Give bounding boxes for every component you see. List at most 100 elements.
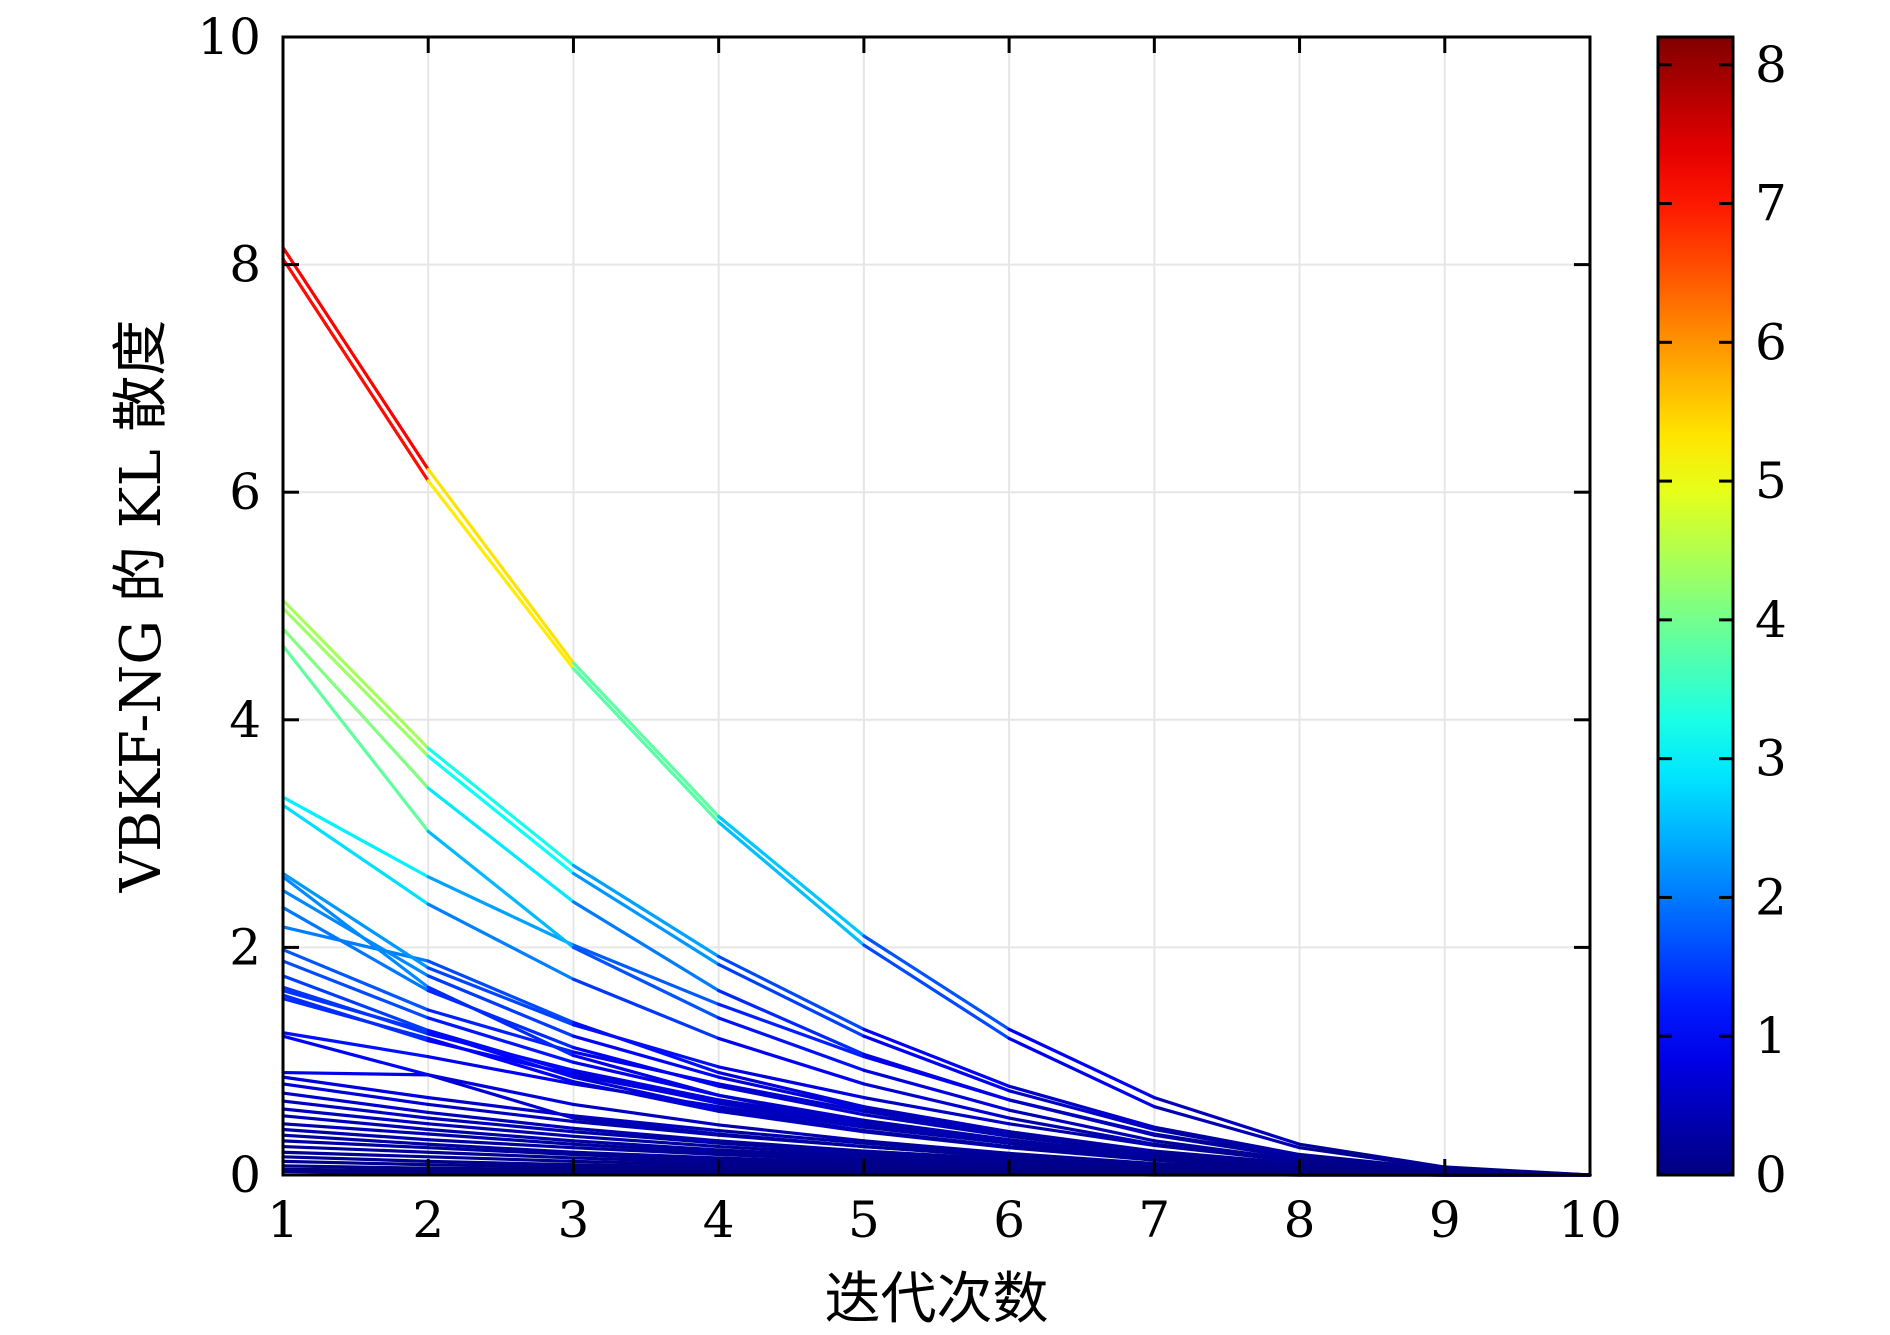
series-segment xyxy=(717,1123,866,1143)
colorbar-tick-label: 1 xyxy=(1755,1007,1787,1065)
series-segment xyxy=(717,954,866,1031)
x-tick-label: 6 xyxy=(993,1191,1025,1249)
series-segment xyxy=(862,1082,1011,1120)
x-tick-label: 1 xyxy=(267,1191,299,1249)
axis-ticks xyxy=(281,35,1592,1177)
series-segment xyxy=(426,1163,576,1169)
series-segment xyxy=(571,1053,721,1097)
series-segment xyxy=(1007,1141,1156,1160)
colorbar-tick-label: 3 xyxy=(1755,730,1787,788)
series-segment xyxy=(717,1075,866,1111)
series-segment xyxy=(426,966,576,1027)
colorbar-tick-label: 2 xyxy=(1755,868,1787,926)
series-segment xyxy=(281,1127,430,1142)
series-segment xyxy=(281,905,430,993)
x-axis-title: 迭代次数 xyxy=(825,1267,1049,1330)
x-tick-label: 3 xyxy=(558,1191,590,1249)
series-segment xyxy=(426,1142,576,1154)
series-segment xyxy=(717,1132,866,1149)
series-segment xyxy=(281,1169,430,1175)
series-segment xyxy=(426,1073,576,1120)
series-segment xyxy=(862,934,1011,1031)
series-segment xyxy=(426,1166,576,1171)
y-tick-label: 2 xyxy=(229,918,261,976)
series-segment xyxy=(1152,1149,1302,1166)
series-segment xyxy=(862,1139,1011,1155)
series-segment xyxy=(426,1132,576,1146)
series-segment xyxy=(717,1093,866,1126)
series-segment xyxy=(426,467,576,665)
series-segment xyxy=(1152,1125,1302,1157)
series-segment xyxy=(1007,1151,1156,1166)
series-segment xyxy=(862,1129,1011,1149)
series-segment xyxy=(281,1167,430,1173)
series-segment xyxy=(862,943,1011,1041)
series-segment xyxy=(717,1082,866,1113)
series-segment xyxy=(717,1148,866,1159)
series-segment xyxy=(281,803,430,906)
series-segment xyxy=(717,989,866,1056)
series-segment xyxy=(571,1142,721,1154)
series-segment xyxy=(571,1156,721,1165)
x-tick-label: 2 xyxy=(412,1191,444,1249)
series-segment xyxy=(571,1114,721,1133)
series-segment xyxy=(717,820,866,947)
series-segment xyxy=(1297,1152,1447,1171)
series-segment xyxy=(717,1107,866,1133)
series-segment xyxy=(862,1155,1011,1166)
y-tick-label: 10 xyxy=(197,8,261,66)
series-segment xyxy=(426,1159,576,1167)
series-segment xyxy=(426,829,576,950)
x-tick-label: 9 xyxy=(1429,1191,1461,1249)
series-segment xyxy=(426,1146,576,1157)
series-segment xyxy=(1007,1134,1156,1155)
series-line xyxy=(281,245,1592,1177)
series-line xyxy=(281,598,1592,1177)
colorbar-tick-labels: 0 1 2 3 4 5 6 7 8 xyxy=(1755,36,1787,1204)
series-segment xyxy=(862,1113,1011,1138)
series-segment xyxy=(426,754,576,876)
series-segment xyxy=(281,1034,430,1077)
series-segment xyxy=(1007,1089,1156,1132)
series-segment xyxy=(717,1139,866,1153)
series-segment xyxy=(571,945,721,1020)
series-segment xyxy=(1297,1142,1447,1169)
series-segment xyxy=(281,1144,430,1154)
series-segment xyxy=(717,1016,866,1072)
x-tick-label: 7 xyxy=(1138,1191,1170,1249)
series-segment xyxy=(426,959,576,1025)
series-segment xyxy=(571,1146,721,1157)
colorbar xyxy=(1656,35,1735,1177)
series-segment xyxy=(281,1107,430,1126)
series-segment xyxy=(717,1158,866,1167)
x-tick-label: 8 xyxy=(1284,1191,1316,1249)
series-segment xyxy=(1297,1165,1447,1175)
series-segment xyxy=(571,1126,721,1143)
series-segment xyxy=(426,786,576,904)
series-segment xyxy=(426,1116,576,1134)
colorbar-tick-label: 4 xyxy=(1755,591,1787,649)
series-segment xyxy=(717,1150,866,1161)
y-tick-label: 4 xyxy=(229,691,261,749)
series-segment xyxy=(281,598,430,750)
series-segment xyxy=(426,985,576,1058)
series-segment xyxy=(281,1031,430,1059)
series-segment xyxy=(717,1002,866,1059)
y-tick-label: 0 xyxy=(229,1146,261,1204)
series-segment xyxy=(1007,1036,1156,1109)
series-segment xyxy=(281,925,430,963)
series-segment xyxy=(717,1156,866,1165)
series-segment xyxy=(1007,1108,1156,1143)
x-tick-labels: 1 2 3 4 5 6 7 8 9 10 xyxy=(267,1191,1622,1249)
y-tick-label: 6 xyxy=(229,463,261,521)
series-segment xyxy=(426,1155,576,1163)
colorbar-tick-label: 5 xyxy=(1755,452,1787,510)
series-segment xyxy=(426,875,576,947)
series-segment xyxy=(281,1133,430,1146)
series-segment xyxy=(862,1107,1011,1134)
series-segment xyxy=(281,245,430,472)
series-segment xyxy=(862,1034,1011,1093)
series-segment xyxy=(571,1152,721,1162)
series-segment xyxy=(426,1110,576,1130)
series-segment xyxy=(862,1122,1011,1145)
